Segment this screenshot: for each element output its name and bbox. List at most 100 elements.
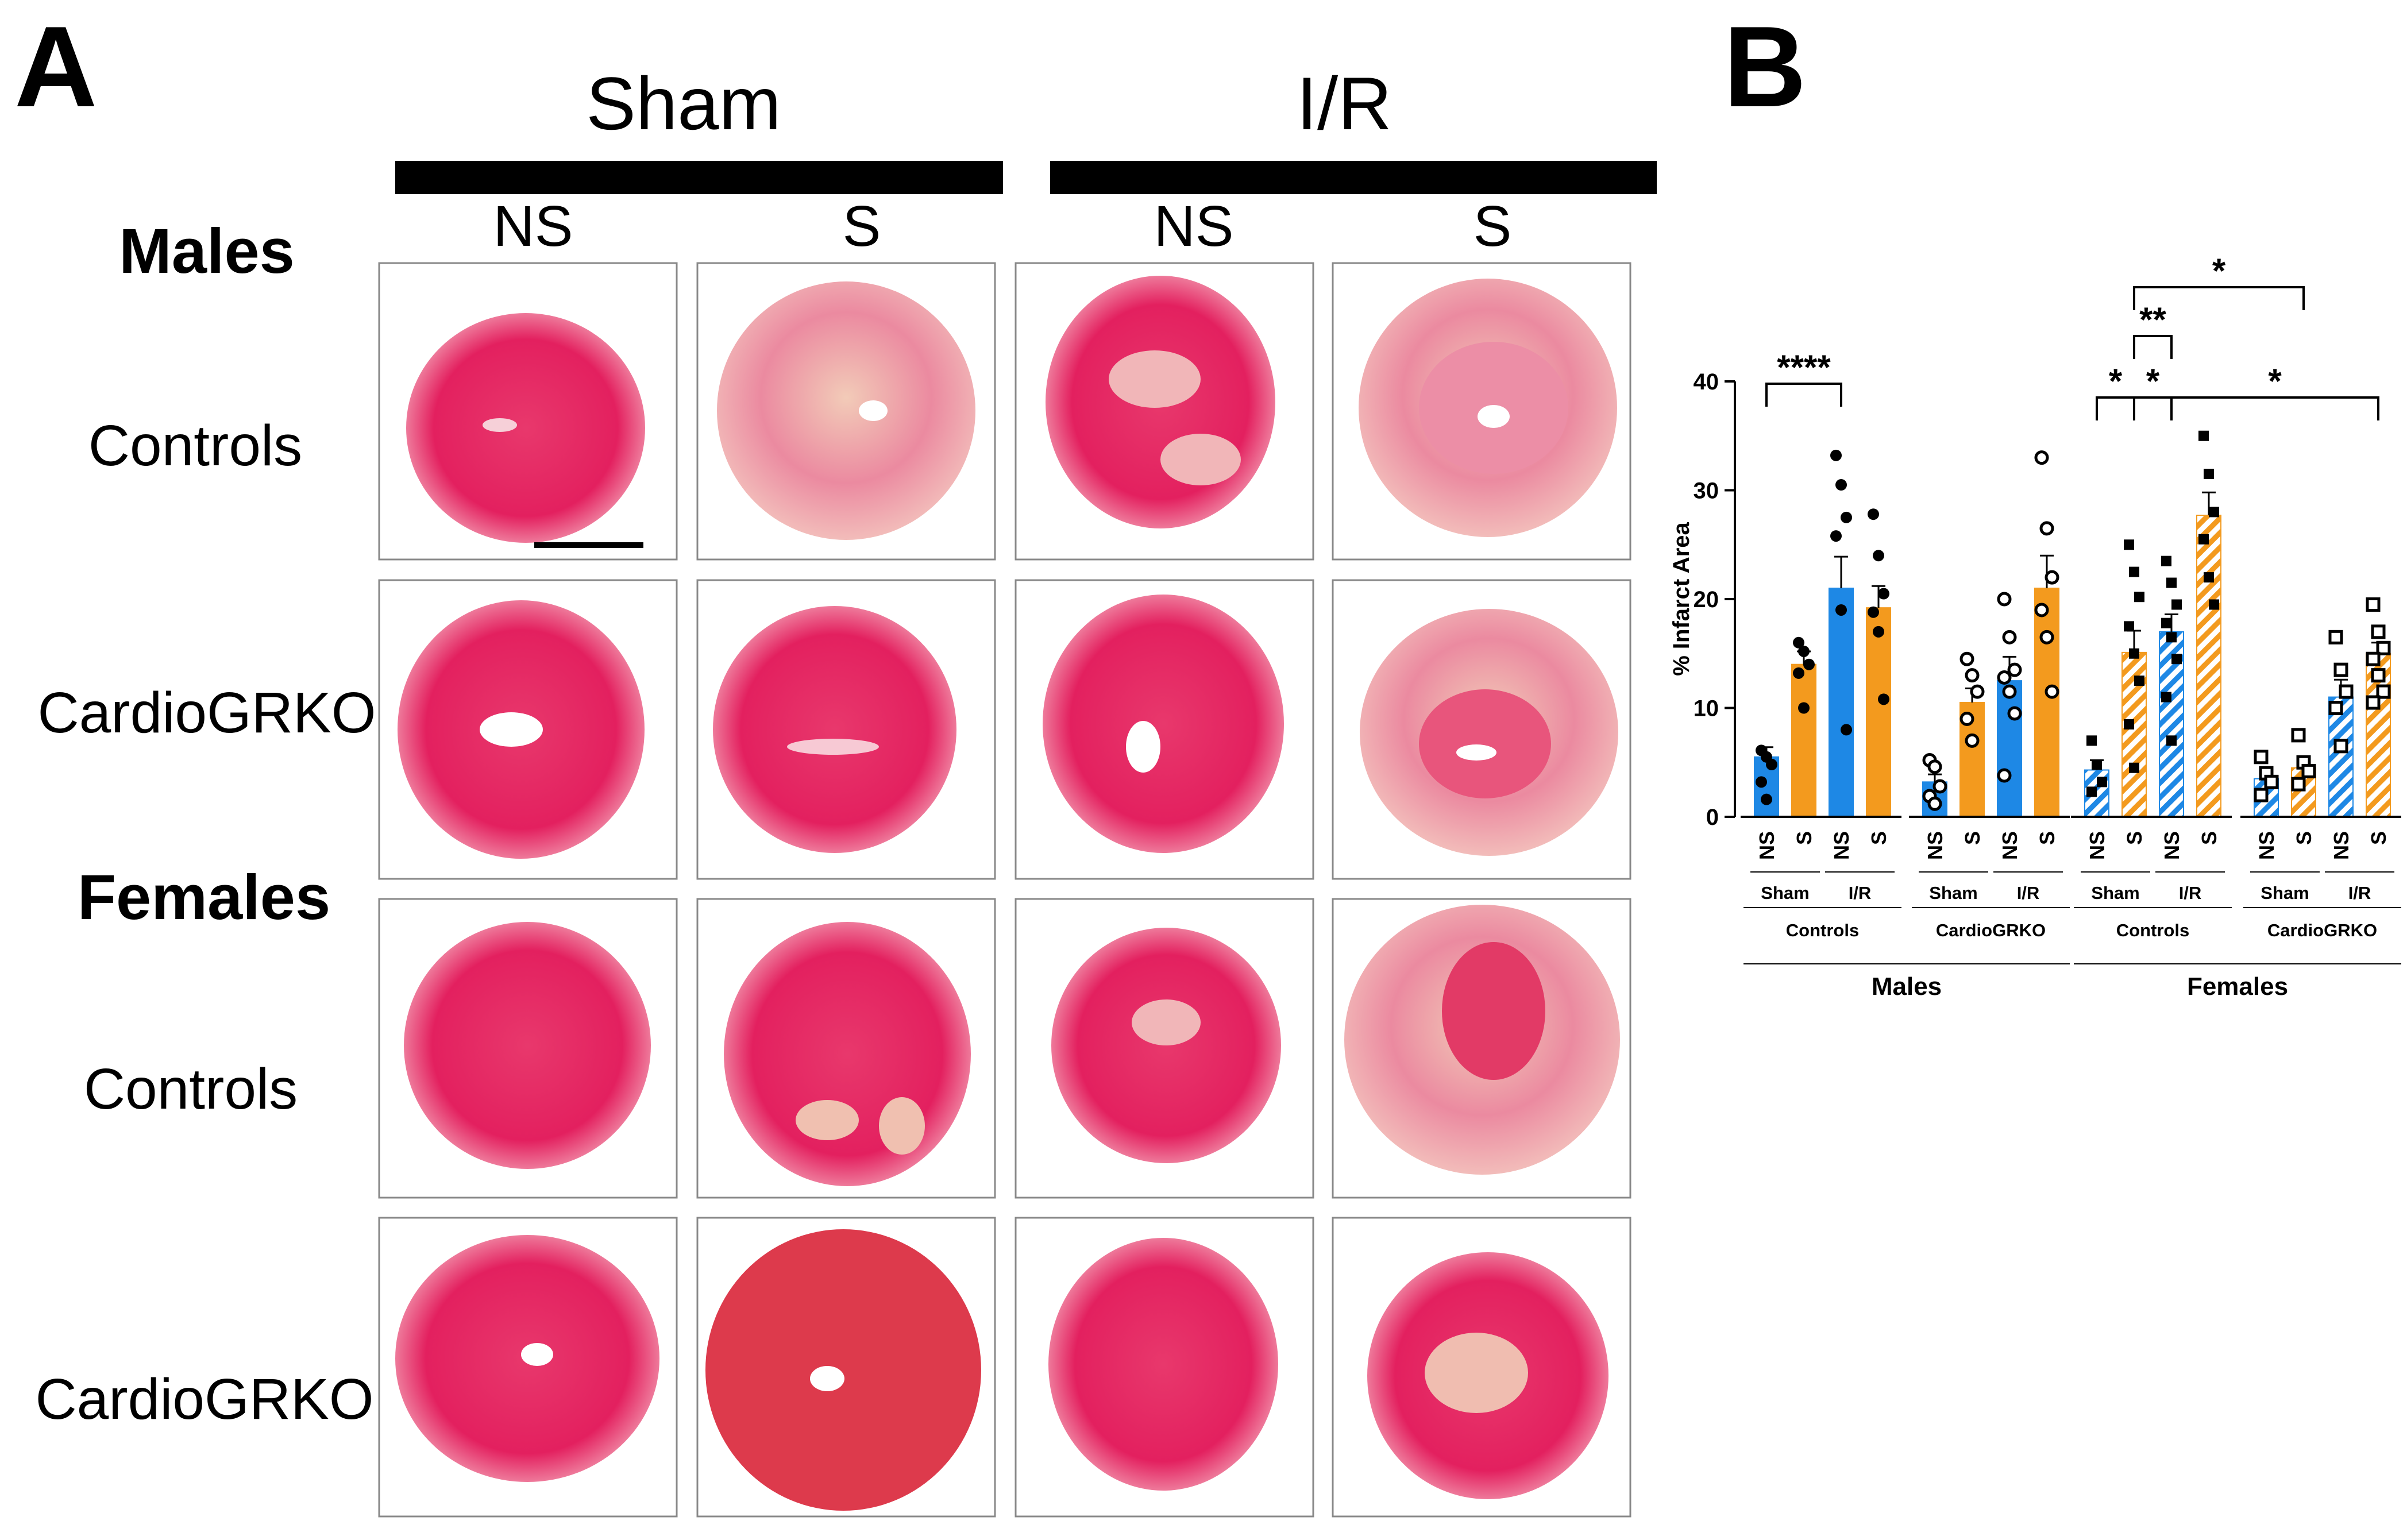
bar-2-3 bbox=[2196, 515, 2221, 817]
data-point bbox=[2097, 777, 2107, 788]
data-point bbox=[1970, 684, 1985, 699]
x-category-label: NS bbox=[1998, 831, 2022, 860]
data-point bbox=[2198, 534, 2209, 545]
data-point bbox=[2124, 539, 2134, 550]
data-point bbox=[2161, 692, 2171, 703]
condition-label: I/R bbox=[2017, 883, 2040, 903]
data-point bbox=[2129, 762, 2139, 773]
panel-b-letter: B bbox=[1723, 3, 1806, 131]
data-point bbox=[2171, 654, 2182, 665]
heart-image-m-ctrl-ir-ns bbox=[1015, 262, 1314, 561]
significance-label: * bbox=[2268, 362, 2282, 400]
data-point bbox=[2204, 572, 2214, 583]
data-point bbox=[1793, 667, 1804, 679]
data-point bbox=[1873, 626, 1884, 638]
data-point bbox=[1997, 768, 2012, 783]
data-point bbox=[2209, 599, 2219, 610]
data-point bbox=[2171, 599, 2182, 610]
significance-label: **** bbox=[1777, 348, 1831, 387]
heart-image-m-ko-sham-ns bbox=[378, 579, 678, 880]
section-label-males: Males bbox=[119, 216, 295, 287]
data-point bbox=[2291, 728, 2306, 743]
x-category-label: S bbox=[2197, 831, 2221, 845]
data-point bbox=[2045, 570, 2059, 585]
data-point bbox=[2034, 603, 2049, 617]
heart-image-f-ko-sham-ns bbox=[378, 1217, 678, 1518]
heart-image-f-ctrl-sham-ns bbox=[378, 898, 678, 1199]
y-axis-label: % Infarct Area bbox=[1669, 522, 1694, 676]
data-point bbox=[1798, 702, 1810, 714]
data-point bbox=[1868, 508, 1879, 520]
data-point bbox=[2254, 788, 2269, 802]
data-point bbox=[1761, 793, 1772, 805]
data-point bbox=[2204, 469, 2214, 480]
group-label-sham: Sham bbox=[586, 61, 781, 145]
data-point bbox=[2034, 450, 2049, 465]
bar-0-3 bbox=[1866, 607, 1891, 818]
heart-image-f-ko-sham-s bbox=[696, 1217, 996, 1518]
data-point bbox=[2086, 735, 2097, 746]
x-category-label: S bbox=[1961, 831, 1984, 845]
data-point bbox=[2134, 676, 2144, 686]
data-point bbox=[2007, 662, 2022, 677]
condition-label: Sham bbox=[1929, 883, 1977, 903]
genotype-label: Controls bbox=[1786, 920, 1859, 940]
section-label-females: Females bbox=[78, 862, 330, 933]
y-tick-label: 40 bbox=[1694, 369, 1719, 395]
x-category-label: S bbox=[2292, 831, 2316, 845]
x-category-label: NS bbox=[1830, 831, 1853, 860]
heart-image-f-ctrl-ir-s bbox=[1332, 898, 1631, 1199]
x-category-label: S bbox=[1792, 831, 1816, 845]
data-point bbox=[1878, 693, 1889, 705]
y-tick-label: 10 bbox=[1694, 696, 1719, 721]
heart-image-f-ctrl-sham-s bbox=[696, 898, 996, 1199]
data-point bbox=[2007, 706, 2022, 721]
data-point bbox=[2002, 684, 2017, 699]
panel-a: A Sham I/R NS S NS S Males Females Contr… bbox=[14, 3, 1657, 1518]
data-point bbox=[2166, 577, 2177, 588]
data-point bbox=[2002, 630, 2017, 644]
x-category-label: S bbox=[2367, 831, 2390, 845]
condition-label: Sham bbox=[2261, 883, 2309, 903]
heart-image-m-ctrl-ir-s bbox=[1332, 262, 1631, 561]
data-point bbox=[1927, 759, 1942, 774]
data-point bbox=[2366, 695, 2381, 710]
sex-label: Males bbox=[1872, 972, 1942, 1001]
condition-label: Sham bbox=[2091, 883, 2139, 903]
significance-bracket bbox=[2133, 396, 2173, 420]
data-point bbox=[2039, 521, 2054, 536]
data-point bbox=[2092, 759, 2102, 770]
x-category-label: S bbox=[2035, 831, 2059, 845]
column-label-sham-ns: NS bbox=[493, 194, 573, 258]
heart-image-m-ko-ir-s bbox=[1332, 579, 1631, 880]
data-point bbox=[1793, 636, 1804, 649]
significance-bracket bbox=[2133, 335, 2173, 359]
genotype-label: Controls bbox=[2116, 920, 2189, 940]
data-point bbox=[1766, 759, 1777, 771]
data-point bbox=[2161, 555, 2171, 566]
data-point bbox=[1798, 645, 1810, 657]
data-point bbox=[1835, 479, 1847, 491]
column-label-ir-s: S bbox=[1473, 194, 1512, 258]
condition-label: I/R bbox=[2179, 883, 2202, 903]
heart-image-f-ko-ir-ns bbox=[1015, 1217, 1314, 1518]
data-point bbox=[2328, 630, 2343, 644]
data-point bbox=[2371, 668, 2386, 683]
data-point bbox=[2254, 750, 2269, 765]
data-point bbox=[2134, 592, 2144, 603]
condition-label: I/R bbox=[2348, 883, 2371, 903]
data-point bbox=[1959, 651, 1974, 666]
panel-a-letter: A bbox=[14, 3, 97, 131]
x-category-label: S bbox=[2123, 831, 2146, 845]
x-category-label: NS bbox=[2329, 831, 2353, 860]
data-point bbox=[2124, 719, 2134, 730]
y-tick-label: 0 bbox=[1706, 805, 1719, 830]
significance-bracket bbox=[2096, 396, 2135, 420]
heart-image-m-ko-ir-ns bbox=[1015, 579, 1314, 880]
bar-0-1 bbox=[1791, 663, 1816, 817]
data-point bbox=[1803, 658, 1815, 670]
row-label-females-controls: Controls bbox=[84, 1057, 298, 1121]
data-point bbox=[2129, 648, 2139, 659]
data-point bbox=[2339, 684, 2354, 699]
data-point bbox=[1878, 588, 1889, 600]
